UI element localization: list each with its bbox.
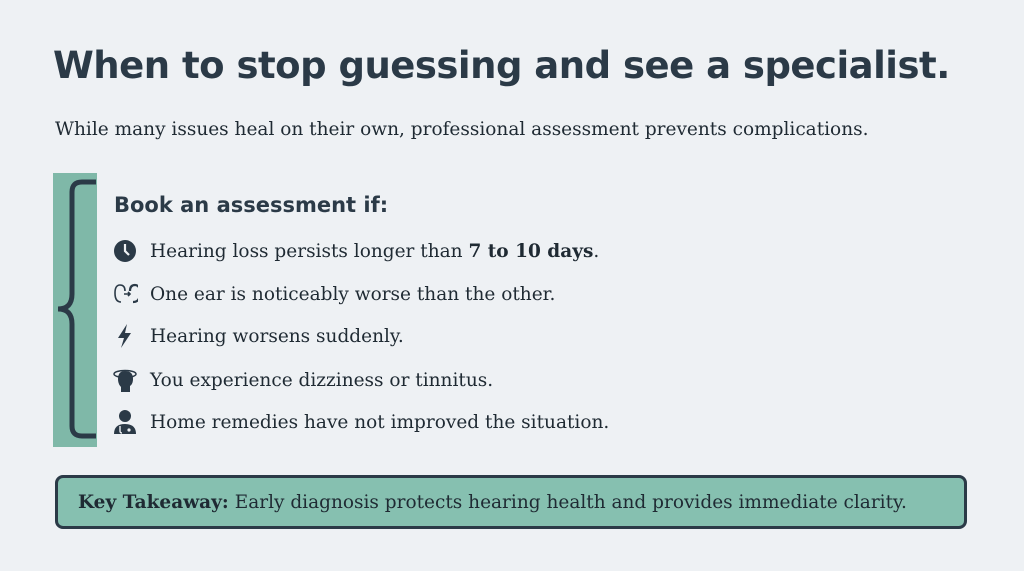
list-item: One ear is noticeably worse than the oth… bbox=[112, 281, 555, 307]
ear-compare-icon bbox=[112, 281, 138, 307]
subtitle: While many issues heal on their own, pro… bbox=[55, 119, 869, 140]
curly-brace bbox=[57, 179, 96, 439]
doctor-icon bbox=[112, 409, 138, 435]
list-item: You experience dizziness or tinnitus. bbox=[112, 367, 493, 393]
clock-icon bbox=[112, 238, 138, 264]
dizzy-head-icon bbox=[112, 367, 138, 393]
list-item: Home remedies have not improved the situ… bbox=[112, 409, 609, 435]
list-item: Hearing worsens suddenly. bbox=[112, 323, 404, 349]
page-title: When to stop guessing and see a speciali… bbox=[53, 44, 950, 87]
list-item: Hearing loss persists longer than 7 to 1… bbox=[112, 238, 599, 264]
lightning-icon bbox=[112, 323, 138, 349]
key-takeaway-box: Key Takeaway: Early diagnosis protects he… bbox=[55, 475, 967, 529]
checklist-heading: Book an assessment if: bbox=[114, 193, 389, 217]
